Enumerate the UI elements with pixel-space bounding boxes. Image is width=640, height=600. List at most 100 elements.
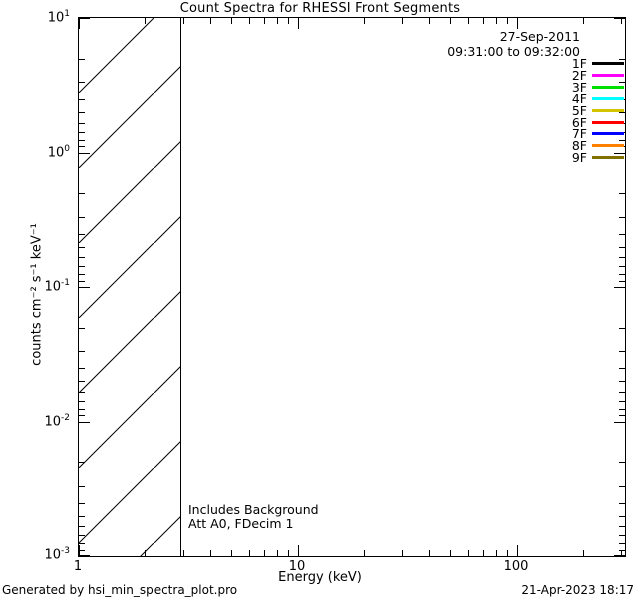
x-tick-minor (288, 550, 289, 556)
x-tick-label-10: 10 (288, 559, 306, 574)
legend-item-3f[interactable]: 3F (572, 80, 624, 95)
legend-item-7f[interactable]: 7F (571, 126, 624, 142)
x-tick-top (468, 18, 469, 24)
y-tick-right (619, 266, 625, 268)
y-tick-minor (79, 549, 85, 551)
x-tick-top (249, 18, 250, 24)
x-tick-top (450, 18, 451, 24)
y-tick-minor (79, 112, 85, 113)
y-tick-minor (79, 526, 85, 528)
y-tick-right (619, 535, 625, 537)
y-tick-minor (79, 216, 85, 218)
y-tick-minor (79, 391, 85, 393)
y-tick-minor (79, 327, 85, 329)
x-tick-minor (429, 550, 430, 556)
y-tick-right (614, 555, 625, 556)
legend-item-4f[interactable]: 4F (572, 91, 624, 106)
y-tick-minor (79, 515, 85, 517)
y-tick-1e1 (79, 18, 90, 19)
y-tick-minor (79, 351, 85, 353)
x-tick-top (183, 18, 184, 24)
legend-swatch-icon (592, 132, 624, 136)
y-tick-right (619, 502, 625, 504)
y-tick-right (614, 18, 625, 19)
legend-label: 1F (571, 56, 587, 72)
x-tick-100 (517, 545, 518, 556)
y-tick-right (619, 415, 625, 417)
legend-swatch-icon (592, 120, 624, 124)
x-tick-top (210, 18, 211, 24)
x-tick-minor (210, 550, 211, 556)
y-tick-right (614, 287, 625, 288)
x-tick-minor (364, 550, 365, 556)
y-tick-minor (79, 381, 85, 382)
y-tick-right (619, 274, 625, 275)
x-tick-label-1: 1 (73, 559, 83, 574)
y-tick-minor (79, 535, 85, 537)
legend-item-6f[interactable]: 6F (572, 115, 624, 130)
legend-label: 7F (571, 126, 587, 142)
x-tick-top (264, 18, 265, 24)
legend-swatch-icon (592, 109, 624, 113)
legend: 1F 2F 3F 4F 5F 6F 7F 8F 9F (571, 56, 624, 165)
y-tick-minor (79, 400, 85, 402)
observation-time-range: 09:31:00 to 09:32:00 (447, 44, 580, 59)
x-tick-minor (468, 550, 469, 556)
y-tick-right (619, 351, 625, 353)
y-tick-1e-3 (79, 555, 90, 556)
legend-item-1f[interactable]: 1F (571, 56, 624, 72)
plot-annotation: Includes Background Att A0, FDecim 1 (188, 503, 319, 531)
x-tick-label-100: 100 (503, 559, 529, 574)
legend-item-5f[interactable]: 5F (572, 103, 624, 118)
y-tick-minor (79, 543, 85, 544)
y-tick-minor (79, 139, 85, 141)
y-tick-minor (79, 485, 85, 487)
x-tick-minor (231, 550, 232, 556)
legend-label: 9F (571, 149, 587, 165)
footer-timestamp: 21-Apr-2023 18:17 (521, 583, 634, 597)
x-tick-top (429, 18, 430, 24)
x-tick-top (621, 18, 622, 24)
y-tick-mantissa: 10 (47, 10, 65, 26)
legend-swatch-icon (592, 74, 624, 78)
y-tick-right (619, 381, 625, 382)
y-tick-mantissa: 10 (44, 279, 62, 295)
y-tick-right (619, 58, 625, 60)
legend-label: 2F (571, 68, 587, 84)
y-tick-right (619, 246, 625, 248)
x-tick-minor (450, 550, 451, 556)
y-tick-right (619, 526, 625, 528)
x-axis-title: Energy (keV) (278, 570, 362, 585)
y-tick-right (619, 391, 625, 393)
y-tick-label-1e-1: 10-1 (26, 279, 70, 295)
y-tick-right (619, 233, 625, 235)
y-tick-minor (79, 122, 85, 124)
page-title: Count Spectra for RHESSI Front Segments (179, 1, 461, 16)
x-tick-minor (249, 550, 250, 556)
legend-item-2f[interactable]: 2F (571, 68, 624, 84)
y-tick-minor (79, 266, 85, 268)
y-tick-minor (79, 146, 85, 148)
x-tick-minor (183, 550, 184, 556)
y-tick-1e-1 (79, 287, 90, 288)
y-tick-right (619, 327, 625, 329)
y-tick-minor (79, 415, 85, 417)
y-tick-right (619, 257, 625, 259)
y-tick-right (619, 112, 625, 113)
y-tick-right (619, 193, 625, 194)
y-tick-exponent: 0 (64, 143, 70, 154)
y-tick-minor (79, 246, 85, 248)
legend-item-9f[interactable]: 9F (571, 149, 624, 165)
footer-generator-text: Generated by hsi_min_spectra_plot.pro (2, 583, 238, 597)
x-tick-top (364, 18, 365, 24)
x-tick-minor (402, 550, 403, 556)
y-tick-right (619, 368, 625, 369)
observation-date: 27-Sep-2011 (499, 29, 580, 44)
y-tick-right (619, 549, 625, 551)
x-tick-top (496, 18, 497, 24)
annotation-includes-background: Includes Background (188, 502, 319, 517)
y-tick-right (614, 152, 625, 154)
x-tick-top (583, 18, 584, 24)
x-tick-top (277, 18, 278, 24)
legend-item-8f[interactable]: 8F (572, 138, 624, 153)
